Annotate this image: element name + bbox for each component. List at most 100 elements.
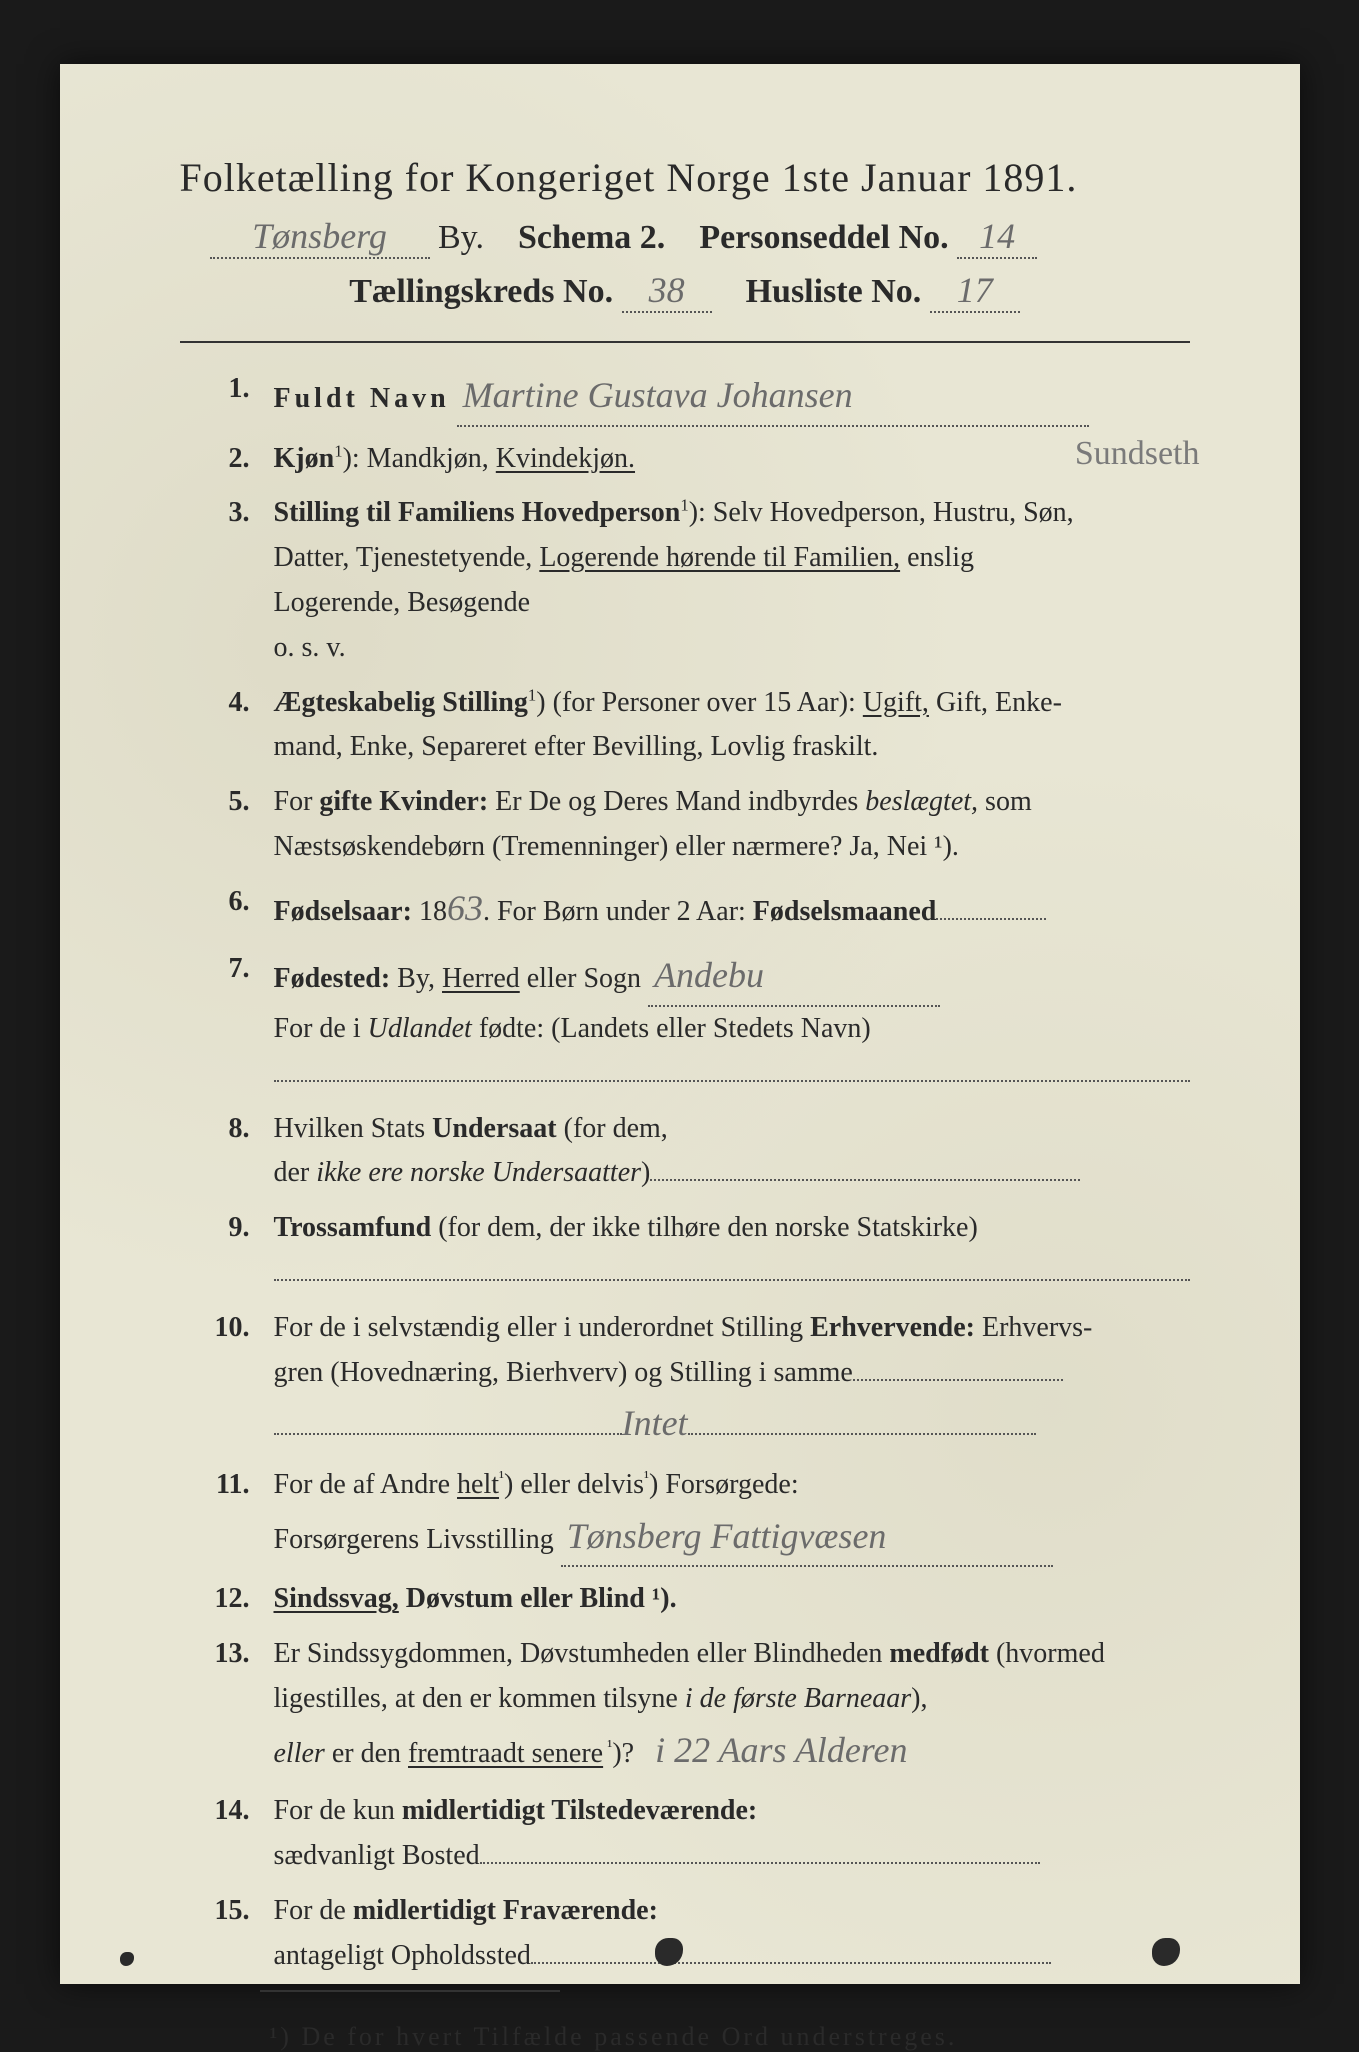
item-num: 14. [180, 1789, 274, 1879]
item-num: 12. [180, 1577, 274, 1622]
item-2: 2. Kjøn1): Mandkjøn, Kvindekjøn. Sundset… [180, 437, 1190, 482]
text: gren (Hovednæring, Bierhverv) og Stillin… [274, 1357, 853, 1388]
text: som [978, 786, 1032, 817]
item-num: 7. [180, 947, 274, 1096]
schema-line: Tønsberg By. Schema 2. Personseddel No. … [180, 215, 1190, 259]
text: For de kun [274, 1795, 402, 1826]
husliste-label: Husliste No. [746, 273, 922, 310]
field-label: medfødt [889, 1638, 989, 1669]
text-italic: ikke ere norske Undersaatter [316, 1157, 641, 1188]
onset-age-hand: i 22 Aars Alderen [655, 1730, 907, 1770]
name-handwritten: Martine Gustava Johansen [457, 367, 1089, 427]
form-title: Folketælling for Kongeriget Norge 1ste J… [180, 154, 1190, 201]
blank-line [274, 1279, 1190, 1281]
personseddel-no: 14 [957, 215, 1037, 259]
blank-line [531, 1962, 1051, 1964]
schema-label: Schema 2. [518, 219, 665, 256]
text: For de af Andre [274, 1469, 458, 1500]
field-label: Fødselsaar: [274, 896, 412, 927]
divider-bottom [260, 1990, 560, 1992]
census-form-page: Folketælling for Kongeriget Norge 1ste J… [60, 64, 1300, 1984]
field-label: gifte Kvinder: [319, 786, 488, 817]
blank-line [480, 1862, 1040, 1864]
item-14: 14. For de kun midlertidigt Tilstedevære… [180, 1789, 1190, 1879]
text: o. s. v. [274, 632, 346, 663]
text: eller Sogn [520, 963, 641, 994]
selected-option: fremtraadt senere [408, 1738, 603, 1769]
paper-tear-icon [120, 1952, 134, 1966]
selected-option: Ugift, [863, 687, 929, 718]
text: ligestilles, at den er kommen tilsyne [274, 1683, 685, 1714]
field-label: Fødested: [274, 963, 391, 994]
text: . For Børn under 2 Aar: [483, 896, 753, 927]
item-6: 6. Fødselsaar: 1863. For Børn under 2 Aa… [180, 880, 1190, 938]
text: Gift, Enke- [929, 687, 1062, 718]
text: delvis [577, 1469, 644, 1500]
field-label: Ægteskabelig Stilling [274, 687, 528, 718]
item-11: 11. For de af Andre helt¹) eller delvis¹… [180, 1463, 1190, 1567]
item-3: 3. Stilling til Familiens Hovedperson1):… [180, 491, 1190, 670]
blank-line [274, 1080, 1190, 1082]
text: ): Mandkjøn, [343, 443, 496, 474]
item-num: 1. [180, 367, 274, 427]
item-7: 7. Fødested: By, Herred eller Sogn Andeb… [180, 947, 1190, 1096]
text: ) Forsørgede: [649, 1469, 799, 1500]
text: er den [325, 1738, 408, 1769]
item-num: 11. [180, 1463, 274, 1567]
field-label: Erhvervende: [810, 1312, 975, 1343]
item-num: 2. [180, 437, 274, 482]
footnote-ref: ¹ [603, 1736, 612, 1755]
city-handwritten: Tønsberg [210, 215, 430, 259]
item-8: 8. Hvilken Stats Undersaat (for dem, der… [180, 1107, 1190, 1197]
item-1: 1. Fuldt Navn Martine Gustava Johansen [180, 367, 1190, 427]
selected-option: Logerende hørende til Familien, [539, 542, 900, 573]
item-num: 8. [180, 1107, 274, 1197]
item-num: 6. [180, 880, 274, 938]
text: (hvormed [989, 1638, 1105, 1669]
text: ) eller [504, 1469, 577, 1500]
occupation-hand: Intet [622, 1403, 688, 1443]
text: )? [612, 1738, 634, 1769]
field-label: Stilling til Familiens Hovedperson [274, 497, 681, 528]
item-num: 10. [180, 1306, 274, 1453]
item-num: 9. [180, 1206, 274, 1296]
field-label: midlertidigt Tilstedeværende: [402, 1795, 757, 1826]
text-italic: beslægtet, [865, 786, 978, 817]
item-15: 15. For de midlertidigt Fraværende: anta… [180, 1889, 1190, 1979]
provider-hand: Tønsberg Fattigvæsen [561, 1508, 1053, 1568]
item-13: 13. Er Sindssygdommen, Døvstumheden elle… [180, 1632, 1190, 1779]
text: enslig [900, 542, 974, 573]
text: (for dem, der ikke tilhøre den norske St… [431, 1212, 978, 1243]
selected-option: Kvindekjøn. [496, 443, 635, 474]
text: Forsørgerens Livsstilling [274, 1524, 554, 1555]
field-label: Trossamfund [274, 1212, 432, 1243]
item-10: 10. For de i selvstændig eller i underor… [180, 1306, 1190, 1453]
text: ) [641, 1157, 650, 1188]
text-italic: Udlandet [368, 1013, 472, 1044]
text-italic: eller [274, 1738, 325, 1769]
text: der [274, 1157, 317, 1188]
text: Datter, Tjenestetyende, [274, 542, 540, 573]
birthplace-hand: Andebu [648, 947, 940, 1007]
by-label: By. [438, 219, 484, 256]
birthyear-hand: 63 [447, 888, 483, 928]
text: sædvanligt Bosted [274, 1840, 480, 1871]
field-label: Kjøn [274, 443, 335, 474]
text: 18 [412, 896, 447, 927]
field-label: Fuldt Navn [274, 383, 450, 414]
item-12: 12. Sindssvag, Døvstum eller Blind ¹). [180, 1577, 1190, 1622]
kreds-label: Tællingskreds No. [349, 273, 613, 310]
text: ), [911, 1683, 927, 1714]
item-num: 5. [180, 780, 274, 870]
text: For [274, 786, 320, 817]
text: antageligt Opholdssted [274, 1940, 531, 1971]
selected-option: Herred [442, 963, 520, 994]
blank-line [936, 918, 1046, 920]
text: Hvilken Stats [274, 1113, 433, 1144]
field-label: Undersaat [432, 1113, 556, 1144]
field-label: midlertidigt Fraværende: [353, 1895, 658, 1926]
blank-line [650, 1179, 1080, 1181]
item-num: 3. [180, 491, 274, 670]
kreds-no: 38 [622, 269, 712, 313]
text: fødte: (Landets eller Stedets Navn) [472, 1013, 871, 1044]
